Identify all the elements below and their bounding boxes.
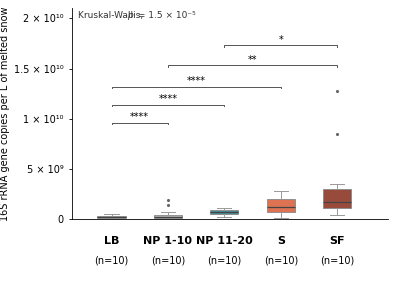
PathPatch shape (323, 189, 351, 208)
Text: *: * (278, 35, 283, 45)
Text: ****: **** (130, 112, 149, 122)
Text: (n=10): (n=10) (320, 255, 354, 265)
PathPatch shape (97, 216, 126, 218)
Text: = 1.5 × 10⁻⁵: = 1.5 × 10⁻⁵ (134, 11, 195, 20)
Text: (n=10): (n=10) (207, 255, 242, 265)
Text: ****: **** (187, 76, 206, 86)
PathPatch shape (210, 210, 238, 214)
Text: p: p (127, 11, 133, 20)
Y-axis label: 16S rRNA gene copies per L of melted snow: 16S rRNA gene copies per L of melted sno… (0, 6, 10, 221)
Text: NP 11-20: NP 11-20 (196, 236, 253, 246)
Text: NP 1-10: NP 1-10 (144, 236, 192, 246)
Text: (n=10): (n=10) (264, 255, 298, 265)
Text: S: S (277, 236, 285, 246)
Text: (n=10): (n=10) (94, 255, 129, 265)
Text: LB: LB (104, 236, 119, 246)
Text: (n=10): (n=10) (151, 255, 185, 265)
Text: Kruskal-Wallis,: Kruskal-Wallis, (78, 11, 146, 20)
PathPatch shape (267, 199, 295, 212)
Text: ****: **** (158, 94, 178, 104)
PathPatch shape (154, 215, 182, 218)
Text: SF: SF (330, 236, 345, 246)
Text: **: ** (248, 55, 257, 65)
